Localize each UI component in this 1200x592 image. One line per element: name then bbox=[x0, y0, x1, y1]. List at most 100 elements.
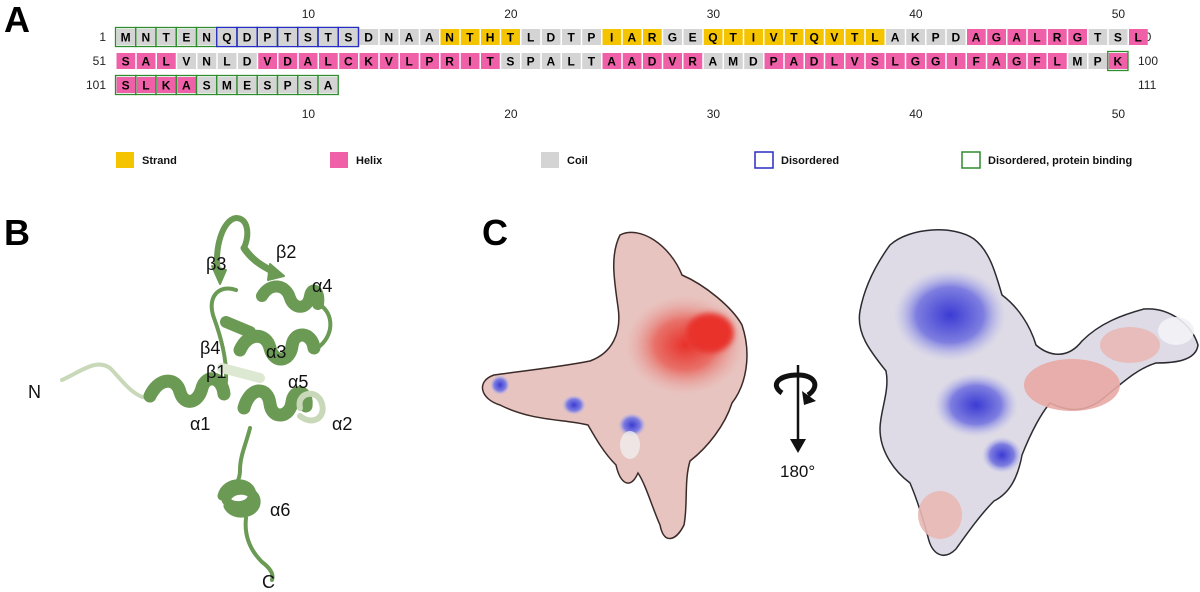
residue-letter: G bbox=[992, 31, 1001, 45]
residue-cell bbox=[602, 53, 622, 69]
residue-letter: A bbox=[304, 55, 313, 69]
residue-cell bbox=[683, 53, 703, 69]
residue-cell bbox=[319, 77, 338, 93]
label-beta2: β2 bbox=[276, 242, 297, 262]
residue-letter: N bbox=[445, 31, 454, 45]
residue-cell bbox=[825, 29, 844, 45]
residue-letter: Q bbox=[708, 31, 717, 45]
row-start-label: 101 bbox=[86, 78, 106, 92]
residue-cell bbox=[582, 29, 601, 45]
residue-cell bbox=[177, 77, 196, 93]
residue-letter: E bbox=[689, 31, 697, 45]
residue-letter: L bbox=[223, 55, 230, 69]
residue-letter: L bbox=[162, 55, 169, 69]
residue-cell bbox=[1068, 53, 1087, 69]
residue-cell bbox=[440, 53, 460, 69]
residue-cell bbox=[177, 53, 196, 69]
residue-letter: S bbox=[122, 79, 130, 93]
residue-letter: A bbox=[142, 55, 151, 69]
residue-cell bbox=[238, 29, 257, 45]
residue-cell bbox=[825, 53, 844, 69]
residue-letter: A bbox=[324, 79, 333, 93]
residue-letter: C bbox=[344, 55, 353, 69]
residue-cell bbox=[157, 77, 176, 93]
residue-letter: S bbox=[871, 55, 879, 69]
negative-patch-rotated-1 bbox=[1024, 359, 1120, 411]
residue-letter: V bbox=[263, 55, 271, 69]
residue-cell bbox=[238, 77, 257, 93]
residue-cell bbox=[501, 53, 520, 69]
residue-cell bbox=[400, 53, 419, 69]
residue-cell bbox=[217, 29, 237, 45]
residue-cell bbox=[1088, 53, 1108, 69]
ruler-tick-top: 50 bbox=[1112, 7, 1126, 21]
row-start-label: 1 bbox=[99, 30, 106, 44]
binding-box bbox=[1107, 50, 1129, 72]
residue-cell bbox=[724, 29, 743, 45]
residue-cell bbox=[238, 53, 257, 69]
residue-cell bbox=[339, 53, 358, 69]
residue-letter: A bbox=[1012, 31, 1021, 45]
sequence-secondary-structure-map: 10102020303040405050150MNTENQDPTSTSDNAAN… bbox=[86, 7, 1158, 169]
label-alpha4: α4 bbox=[312, 276, 333, 296]
residue-cell bbox=[865, 29, 885, 45]
beta3-strand bbox=[214, 215, 251, 275]
residue-letter: D bbox=[243, 31, 252, 45]
ribbon-structure bbox=[60, 215, 333, 582]
residue-letter: T bbox=[466, 31, 474, 45]
residue-cell bbox=[400, 29, 419, 45]
label-n-terminus: N bbox=[28, 382, 41, 402]
residue-cell bbox=[703, 53, 723, 69]
residue-letter: T bbox=[324, 31, 332, 45]
residue-cell bbox=[886, 29, 905, 45]
residue-cell bbox=[116, 29, 136, 45]
residue-letter: L bbox=[1053, 55, 1060, 69]
legend-label-binding: Disordered, protein binding bbox=[988, 155, 1132, 167]
residue-letter: L bbox=[891, 55, 898, 69]
residue-cell bbox=[136, 29, 156, 45]
residue-letter: Q bbox=[222, 31, 231, 45]
legend-swatch-helix bbox=[330, 152, 348, 168]
beta3-arrow bbox=[211, 265, 227, 285]
ruler-tick-top: 10 bbox=[302, 7, 316, 21]
residue-letter: G bbox=[1073, 31, 1082, 45]
residue-letter: T bbox=[851, 31, 859, 45]
residue-letter: L bbox=[831, 55, 838, 69]
residue-letter: S bbox=[304, 79, 312, 93]
positive-patch-rotated-1 bbox=[894, 269, 1006, 361]
residue-cell bbox=[298, 77, 318, 93]
residue-letter: D bbox=[810, 55, 819, 69]
legend-label-strand: Strand bbox=[142, 155, 177, 167]
label-beta4: β4 bbox=[200, 338, 221, 358]
residue-cell bbox=[541, 29, 561, 45]
residue-cell bbox=[177, 29, 196, 45]
alpha4-helix bbox=[256, 280, 325, 313]
residue-cell bbox=[865, 53, 885, 69]
ruler-tick-bottom: 40 bbox=[909, 107, 923, 121]
residue-cell bbox=[967, 29, 986, 45]
residue-letter: A bbox=[628, 55, 637, 69]
residue-letter: V bbox=[830, 31, 838, 45]
residue-letter: P bbox=[284, 79, 292, 93]
residue-letter: L bbox=[567, 55, 574, 69]
row-end-label: 100 bbox=[1138, 54, 1158, 68]
ruler-tick-bottom: 20 bbox=[504, 107, 518, 121]
residue-cell bbox=[946, 29, 966, 45]
residue-cell bbox=[501, 29, 520, 45]
residue-letter: M bbox=[121, 31, 131, 45]
residue-cell bbox=[319, 29, 338, 45]
label-alpha5: α5 bbox=[288, 372, 309, 392]
residue-cell bbox=[460, 29, 480, 45]
residue-letter: L bbox=[1134, 31, 1141, 45]
residue-cell bbox=[521, 29, 541, 45]
label-alpha1: α1 bbox=[190, 414, 211, 434]
residue-cell bbox=[1108, 53, 1128, 69]
legend-swatch-disordered bbox=[754, 151, 774, 169]
residue-cell bbox=[663, 29, 682, 45]
residue-cell bbox=[339, 29, 358, 45]
residue-letter: P bbox=[425, 55, 433, 69]
residue-cell bbox=[744, 53, 763, 69]
residue-cell bbox=[643, 29, 662, 45]
residue-cell bbox=[845, 29, 865, 45]
residue-cell bbox=[602, 29, 622, 45]
